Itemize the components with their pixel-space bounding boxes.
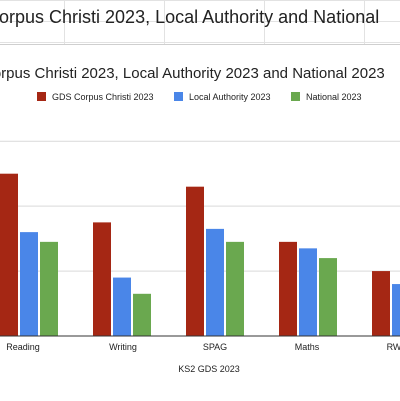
x-tick-label-3: Maths <box>295 342 320 352</box>
bar-1-3[interactable] <box>299 248 317 336</box>
bar-2-3[interactable] <box>319 258 337 336</box>
legend-label-0: GDS Corpus Christi 2023 <box>52 92 154 102</box>
bar-0-0[interactable] <box>0 173 18 336</box>
legend-swatch-1 <box>174 92 183 101</box>
bar-1-1[interactable] <box>113 277 131 336</box>
x-axis-title: KS2 GDS 2023 <box>178 364 240 374</box>
bar-2-1[interactable] <box>133 293 151 336</box>
x-tick-label-1: Writing <box>109 342 137 352</box>
x-tick-label-4: RW <box>387 342 400 352</box>
x-tick-labels: Reading Writing SPAG Maths RW <box>6 342 400 352</box>
chart-card[interactable]: Corpus Christi 2023, Local Authority 202… <box>0 44 400 401</box>
bar-0-2[interactable] <box>186 186 204 336</box>
chart-title: Corpus Christi 2023, Local Authority 202… <box>0 65 385 82</box>
bar-2-2[interactable] <box>226 241 244 336</box>
bar-2-0[interactable] <box>40 241 58 336</box>
bars-layer <box>0 173 400 336</box>
x-tick-label-2: SPAG <box>203 342 227 352</box>
bar-0-4[interactable] <box>372 271 390 336</box>
bar-1-2[interactable] <box>206 228 224 336</box>
bar-0-3[interactable] <box>279 241 297 336</box>
bar-1-0[interactable] <box>20 232 38 336</box>
bar-0-1[interactable] <box>93 222 111 336</box>
legend[interactable]: GDS Corpus Christi 2023 Local Authority 2… <box>37 92 362 102</box>
legend-label-2: National 2023 <box>306 92 362 102</box>
chart-svg: Corpus Christi 2023, Local Authority 202… <box>0 65 400 374</box>
legend-label-1: Local Authority 2023 <box>189 92 271 102</box>
bar-1-4[interactable] <box>392 284 400 336</box>
legend-swatch-2 <box>291 92 300 101</box>
sheet-title: Corpus Christi 2023, Local Authority and… <box>0 7 380 27</box>
legend-swatch-0 <box>37 92 46 101</box>
x-tick-label-0: Reading <box>6 342 40 352</box>
